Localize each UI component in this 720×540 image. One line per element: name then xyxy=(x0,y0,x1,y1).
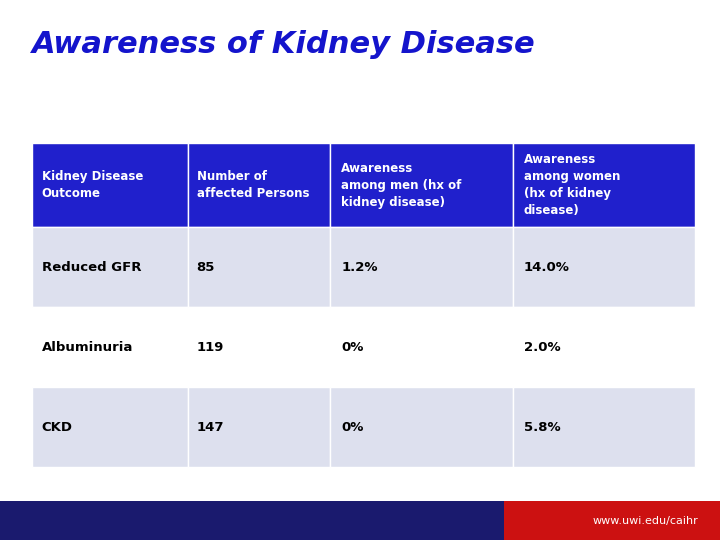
Text: 119: 119 xyxy=(197,341,224,354)
Text: Number of
affected Persons: Number of affected Persons xyxy=(197,170,309,200)
FancyBboxPatch shape xyxy=(513,143,695,227)
FancyBboxPatch shape xyxy=(330,387,513,467)
FancyBboxPatch shape xyxy=(513,307,695,387)
Text: www.uwi.edu/caihr: www.uwi.edu/caihr xyxy=(593,516,698,525)
FancyBboxPatch shape xyxy=(188,227,330,307)
FancyBboxPatch shape xyxy=(513,387,695,467)
Text: Awareness
among women
(hx of kidney
disease): Awareness among women (hx of kidney dise… xyxy=(523,153,620,217)
FancyBboxPatch shape xyxy=(330,307,513,387)
Text: 1.2%: 1.2% xyxy=(341,261,378,274)
FancyBboxPatch shape xyxy=(330,143,513,227)
Text: Reduced GFR: Reduced GFR xyxy=(42,261,141,274)
FancyBboxPatch shape xyxy=(188,143,330,227)
FancyBboxPatch shape xyxy=(32,227,188,307)
FancyBboxPatch shape xyxy=(32,143,188,227)
Text: 5.8%: 5.8% xyxy=(523,421,560,434)
FancyBboxPatch shape xyxy=(32,387,188,467)
FancyBboxPatch shape xyxy=(188,307,330,387)
FancyBboxPatch shape xyxy=(504,501,720,540)
Text: Awareness of Kidney Disease: Awareness of Kidney Disease xyxy=(32,30,536,59)
FancyBboxPatch shape xyxy=(188,387,330,467)
Text: 2.0%: 2.0% xyxy=(523,341,560,354)
FancyBboxPatch shape xyxy=(330,227,513,307)
Text: 85: 85 xyxy=(197,261,215,274)
Text: 0%: 0% xyxy=(341,341,364,354)
Text: Awareness
among men (hx of
kidney disease): Awareness among men (hx of kidney diseas… xyxy=(341,161,462,209)
Text: 14.0%: 14.0% xyxy=(523,261,570,274)
Text: Kidney Disease
Outcome: Kidney Disease Outcome xyxy=(42,170,143,200)
FancyBboxPatch shape xyxy=(513,227,695,307)
FancyBboxPatch shape xyxy=(0,501,720,540)
FancyBboxPatch shape xyxy=(32,307,188,387)
Text: 147: 147 xyxy=(197,421,224,434)
Text: 0%: 0% xyxy=(341,421,364,434)
Text: CKD: CKD xyxy=(42,421,73,434)
Text: Albuminuria: Albuminuria xyxy=(42,341,133,354)
